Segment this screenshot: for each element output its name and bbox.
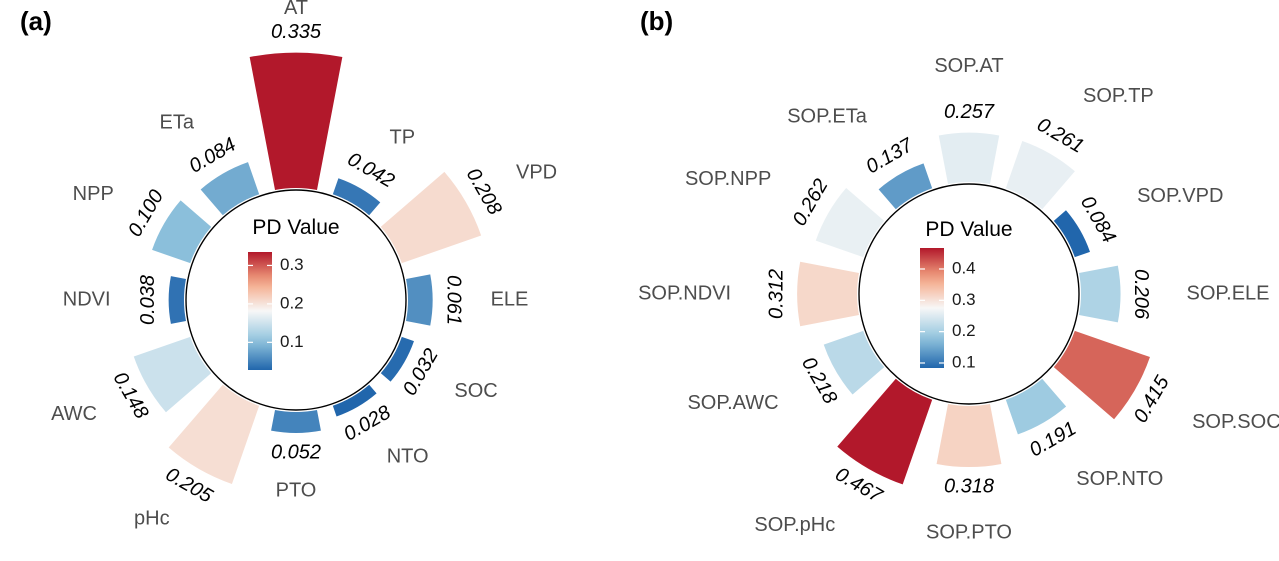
panel-b-category-label-sop-npp: SOP.NPP bbox=[685, 168, 771, 190]
panel-b-bar-sop-at bbox=[938, 132, 1000, 184]
panel-a-colorbar bbox=[248, 252, 272, 370]
panel-a-category-label-ele: ELE bbox=[491, 288, 529, 310]
panel-a-category-label-npp: NPP bbox=[73, 183, 114, 205]
panel-b-bars bbox=[797, 132, 1150, 485]
panel-a-category-label-tp: TP bbox=[390, 126, 416, 148]
panel-a-bar-ele bbox=[406, 274, 433, 326]
panel-b-category-label-sop-vpd: SOP.VPD bbox=[1137, 185, 1223, 207]
panel-b-bar-sop-phc bbox=[837, 378, 933, 485]
panel-b-category-label-sop-eta: SOP.ETa bbox=[787, 105, 868, 127]
panel-a-bar-pto bbox=[271, 410, 321, 434]
panel-b-bar-sop-nto bbox=[1005, 378, 1067, 435]
panel-a-bar-ndvi bbox=[168, 276, 186, 324]
panel-a-bar-phc bbox=[168, 384, 260, 484]
panel-b-category-label-sop-soc: SOP.SOC bbox=[1192, 411, 1279, 433]
panel-a-bar-vpd bbox=[380, 171, 482, 264]
panel-a-value-label-pto: 0.052 bbox=[271, 441, 321, 463]
panel-a-colorbar-tick-label: 0.3 bbox=[280, 255, 304, 274]
panel-a-bars bbox=[133, 52, 482, 484]
panel-b-value-label-sop-at: 0.257 bbox=[944, 101, 995, 123]
panel-b-value-label-sop-ele: 0.206 bbox=[1130, 269, 1152, 320]
panel-b-value-label-sop-pto: 0.318 bbox=[944, 475, 994, 497]
panel-a-bar-soc bbox=[380, 336, 414, 382]
panel-b-category-label-sop-at: SOP.AT bbox=[934, 55, 1003, 77]
panel-a-legend-title: PD Value bbox=[252, 216, 339, 239]
panel-a-bar-eta bbox=[200, 162, 260, 216]
panel-b-bar-sop-eta bbox=[878, 163, 933, 210]
panel-a-value-label-ele: 0.061 bbox=[442, 275, 464, 325]
panel-a-category-label-at: AT bbox=[284, 0, 308, 19]
panel-b-category-label-sop-nto: SOP.NTO bbox=[1076, 468, 1163, 490]
panel-b-colorbar-tick-label: 0.1 bbox=[952, 352, 976, 371]
panel-a-letter: (a) bbox=[20, 6, 52, 36]
panel-a-colorbar-tick-label: 0.2 bbox=[280, 293, 304, 312]
panel-a-colorbar-tick-label: 0.1 bbox=[280, 332, 304, 351]
panel-b-bar-sop-awc bbox=[823, 330, 885, 395]
panel-a-category-label-vpd: VPD bbox=[516, 161, 557, 183]
panel-b-colorbar bbox=[920, 248, 944, 368]
panel-a-center-circle bbox=[185, 189, 407, 411]
panel-a-value-label-ndvi: 0.038 bbox=[137, 275, 159, 325]
panel-a-category-label-pto: PTO bbox=[276, 479, 317, 501]
panel-a-bar-nto bbox=[332, 384, 377, 417]
panel-a-value-label-at: 0.335 bbox=[271, 21, 322, 43]
panel-b-bar-sop-ele bbox=[1079, 265, 1121, 323]
panel-a-category-label-eta: ETa bbox=[160, 112, 195, 134]
panel-b-category-label-sop-tp: SOP.TP bbox=[1083, 85, 1154, 107]
panel-a-legend: PD Value 0.1 0.2 0.3 bbox=[248, 216, 340, 370]
panel-a-bar-tp bbox=[332, 178, 381, 216]
panel-a-category-label-phc: pHc bbox=[134, 507, 170, 529]
panel-b-category-label-sop-awc: SOP.AWC bbox=[687, 392, 778, 414]
panel-b-category-label-sop-pto: SOP.PTO bbox=[926, 521, 1012, 543]
panel-b-bar-sop-tp bbox=[1005, 140, 1075, 210]
panel-b-bar-sop-vpd bbox=[1053, 210, 1090, 258]
panel-b-letter: (b) bbox=[640, 6, 673, 36]
panel-b-bar-sop-pto bbox=[936, 404, 1002, 468]
panel-b-colorbar-tick-label: 0.3 bbox=[952, 290, 976, 309]
panel-a-bar-awc bbox=[133, 336, 212, 413]
panel-b-category-label-sop-ele: SOP.ELE bbox=[1187, 282, 1270, 304]
panel-b-colorbar-tick-label: 0.2 bbox=[952, 321, 976, 340]
panel-b-category-label-sop-phc: SOP.pHc bbox=[754, 514, 835, 536]
panel-b-colorbar-tick-label: 0.4 bbox=[952, 258, 976, 277]
panel-a-bar-at bbox=[249, 52, 343, 190]
panel-a-bar-npp bbox=[152, 200, 212, 264]
panel-b-legend: PD Value 0.1 0.2 0.3 0.4 bbox=[920, 218, 1013, 371]
panel-b-center-circle bbox=[858, 183, 1080, 405]
panel-b-category-label-sop-ndvi: SOP.NDVI bbox=[638, 282, 731, 304]
panel-b-bar-sop-ndvi bbox=[797, 261, 859, 327]
panel-b-bar-sop-soc bbox=[1053, 330, 1150, 420]
panel-a-category-label-awc: AWC bbox=[51, 403, 97, 425]
panel-a-category-label-ndvi: NDVI bbox=[63, 288, 111, 310]
panel-b-legend-title: PD Value bbox=[925, 218, 1012, 241]
panel-b-value-label-sop-ndvi: 0.312 bbox=[765, 269, 787, 319]
panel-a-category-label-nto: NTO bbox=[387, 445, 429, 467]
panel-b-bar-sop-npp bbox=[815, 187, 885, 258]
panel-a-category-label-soc: SOC bbox=[454, 380, 497, 402]
